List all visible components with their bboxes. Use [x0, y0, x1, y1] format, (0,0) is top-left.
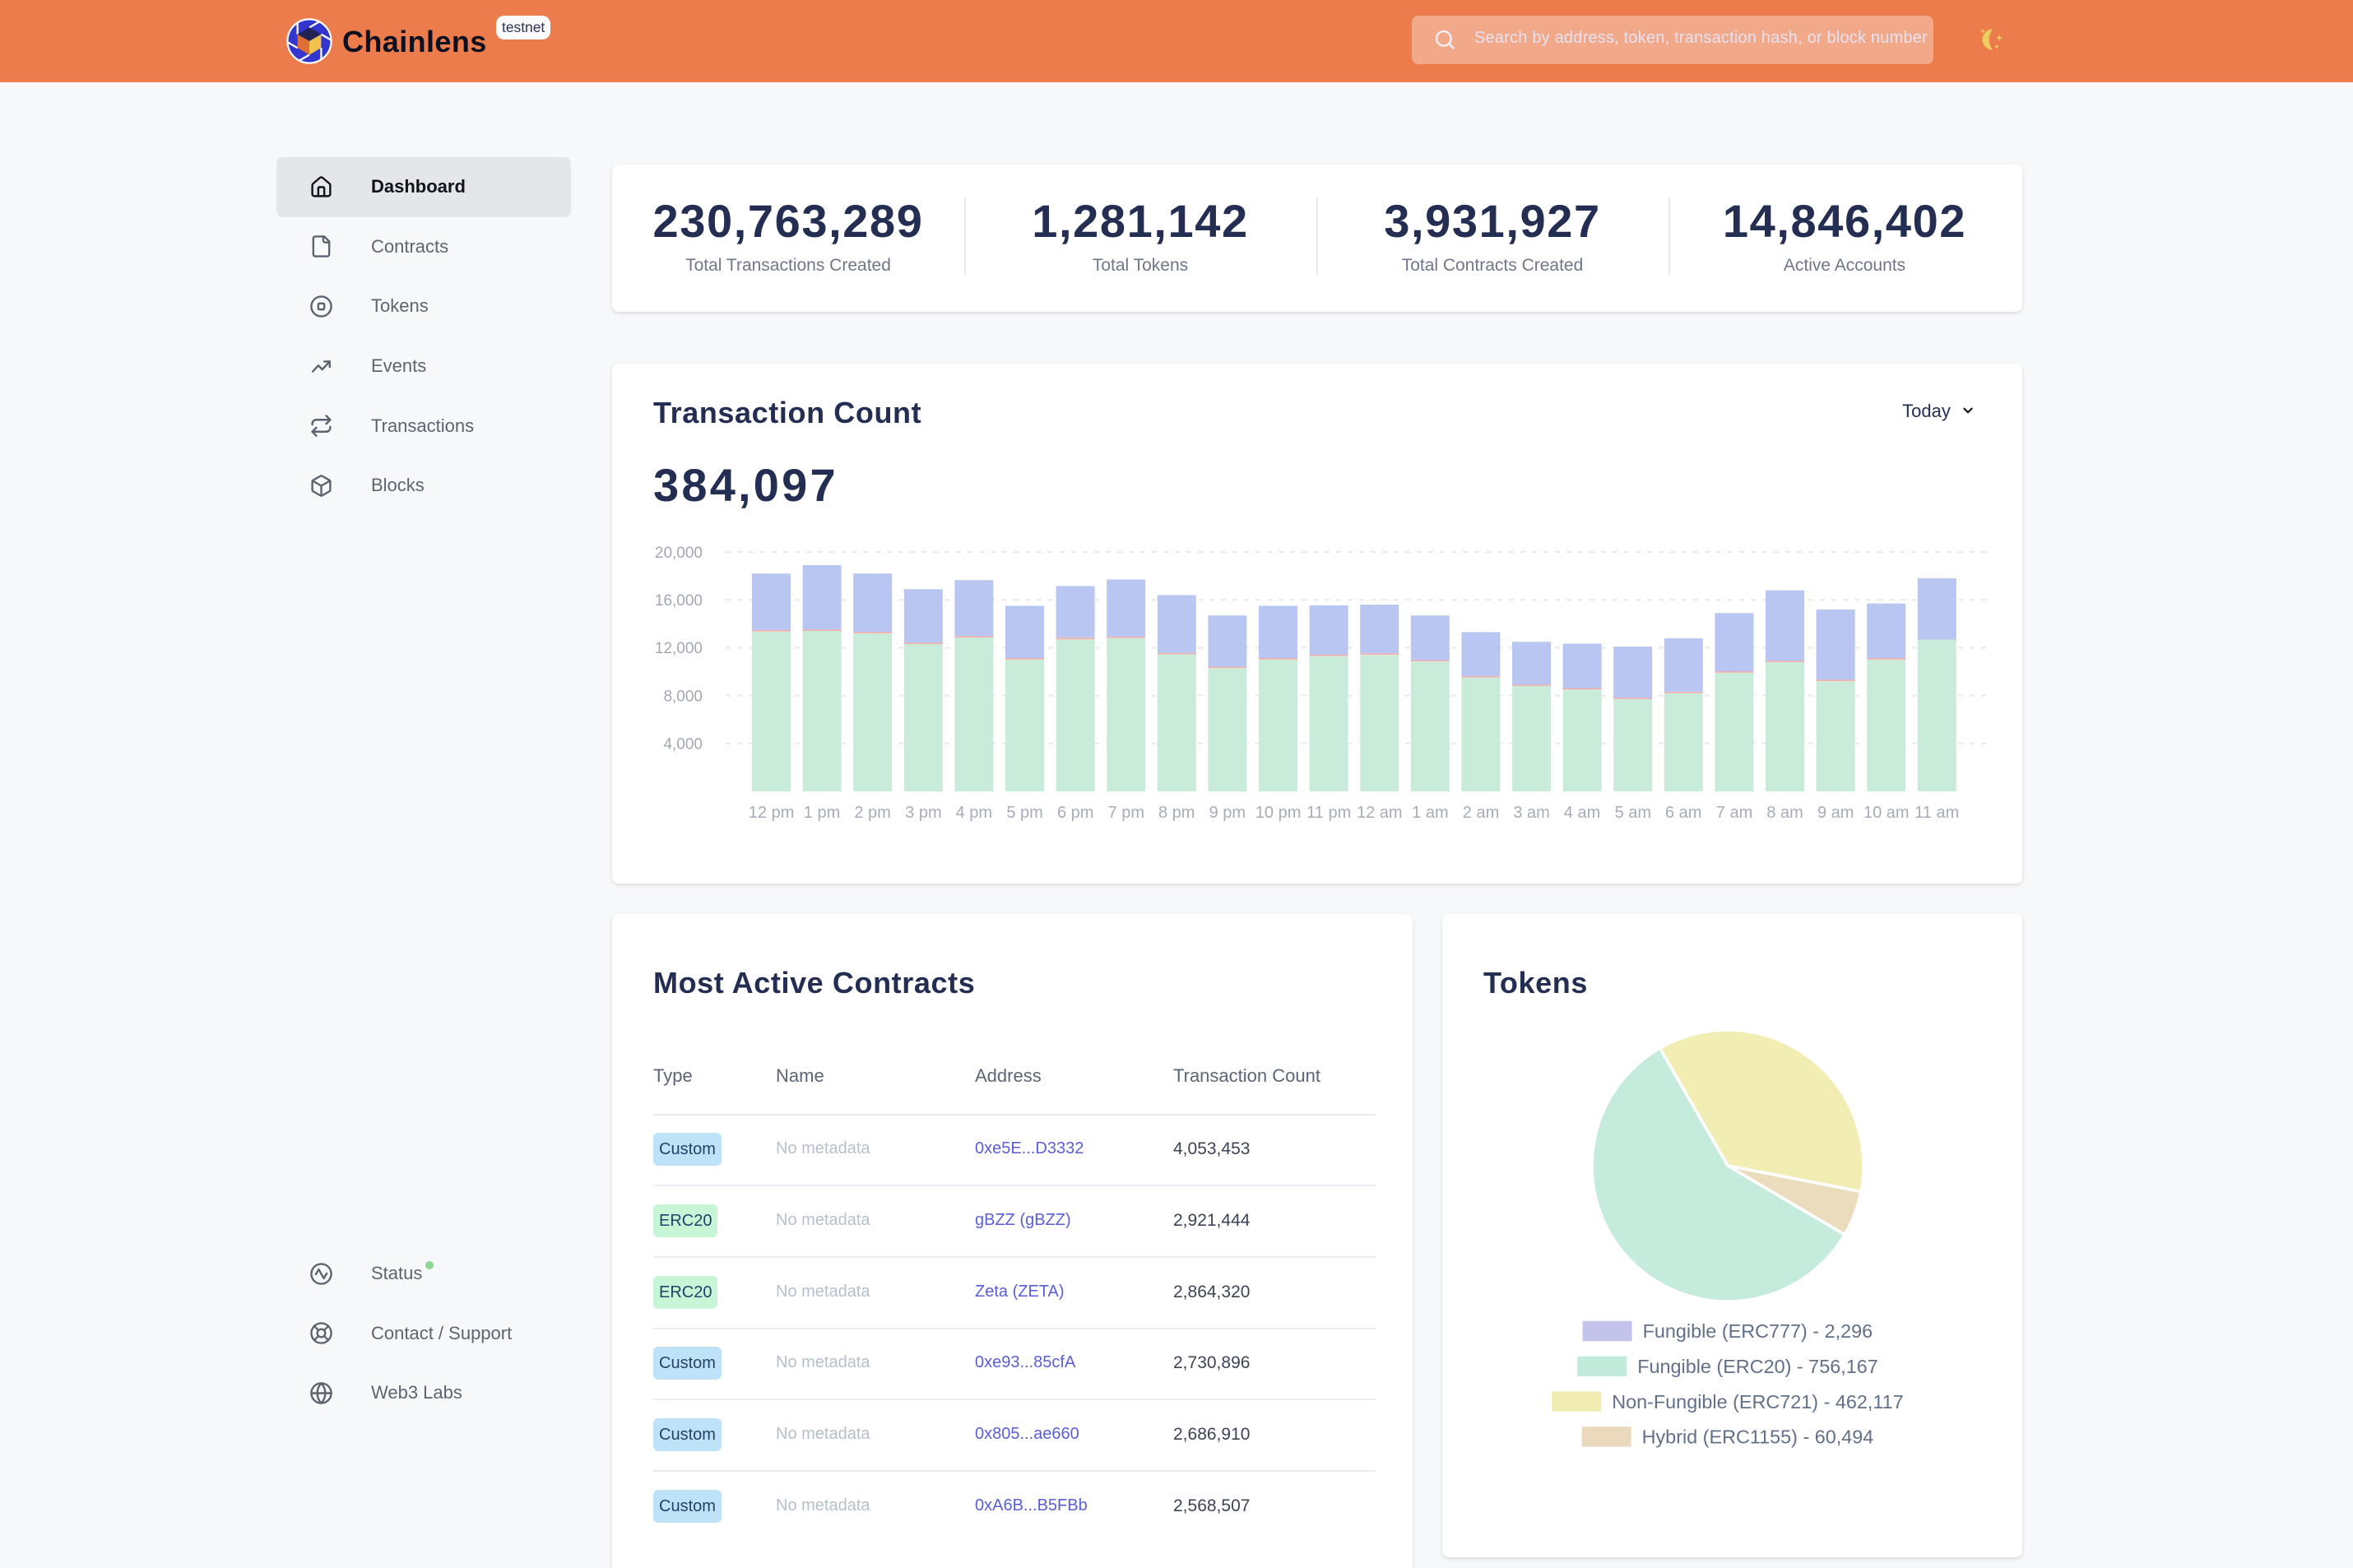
svg-text:12,000: 12,000	[655, 640, 703, 657]
svg-text:Fungible (ERC777) - 2,296: Fungible (ERC777) - 2,296	[1643, 1320, 1873, 1342]
svg-text:4,000: 4,000	[663, 736, 703, 754]
svg-text:5 am: 5 am	[1615, 804, 1651, 822]
svg-text:12 pm: 12 pm	[749, 804, 795, 822]
svg-text:Hybrid (ERC1155) - 60,494: Hybrid (ERC1155) - 60,494	[1642, 1427, 1874, 1448]
svg-text:6 am: 6 am	[1665, 804, 1701, 822]
svg-text:7 am: 7 am	[1716, 804, 1752, 822]
svg-text:Non-Fungible (ERC721) - 462,11: Non-Fungible (ERC721) - 462,117	[1612, 1391, 1904, 1413]
svg-text:2 pm: 2 pm	[854, 804, 890, 822]
svg-text:8 am: 8 am	[1766, 804, 1803, 822]
svg-text:11 am: 11 am	[1914, 804, 1959, 822]
svg-text:20,000: 20,000	[655, 545, 703, 562]
svg-text:16,000: 16,000	[655, 592, 703, 610]
svg-text:4 pm: 4 pm	[956, 804, 992, 822]
svg-text:1 pm: 1 pm	[804, 804, 840, 822]
svg-text:5 pm: 5 pm	[1006, 804, 1042, 822]
svg-text:10 am: 10 am	[1863, 804, 1910, 822]
svg-text:Fungible (ERC20) - 756,167: Fungible (ERC20) - 756,167	[1637, 1356, 1878, 1377]
svg-text:9 am: 9 am	[1817, 804, 1854, 822]
svg-text:3 am: 3 am	[1513, 804, 1549, 822]
svg-text:8 pm: 8 pm	[1158, 804, 1195, 822]
svg-text:7 pm: 7 pm	[1108, 804, 1144, 822]
svg-text:2 am: 2 am	[1463, 804, 1499, 822]
svg-text:10 pm: 10 pm	[1255, 804, 1302, 822]
svg-text:12 am: 12 am	[1357, 804, 1403, 822]
svg-text:1 am: 1 am	[1412, 804, 1448, 822]
svg-text:6 pm: 6 pm	[1057, 804, 1093, 822]
svg-text:4 am: 4 am	[1564, 804, 1600, 822]
svg-text:9 pm: 9 pm	[1209, 804, 1246, 822]
svg-text:3 pm: 3 pm	[905, 804, 941, 822]
svg-text:11 pm: 11 pm	[1306, 804, 1351, 822]
svg-text:8,000: 8,000	[663, 688, 703, 705]
